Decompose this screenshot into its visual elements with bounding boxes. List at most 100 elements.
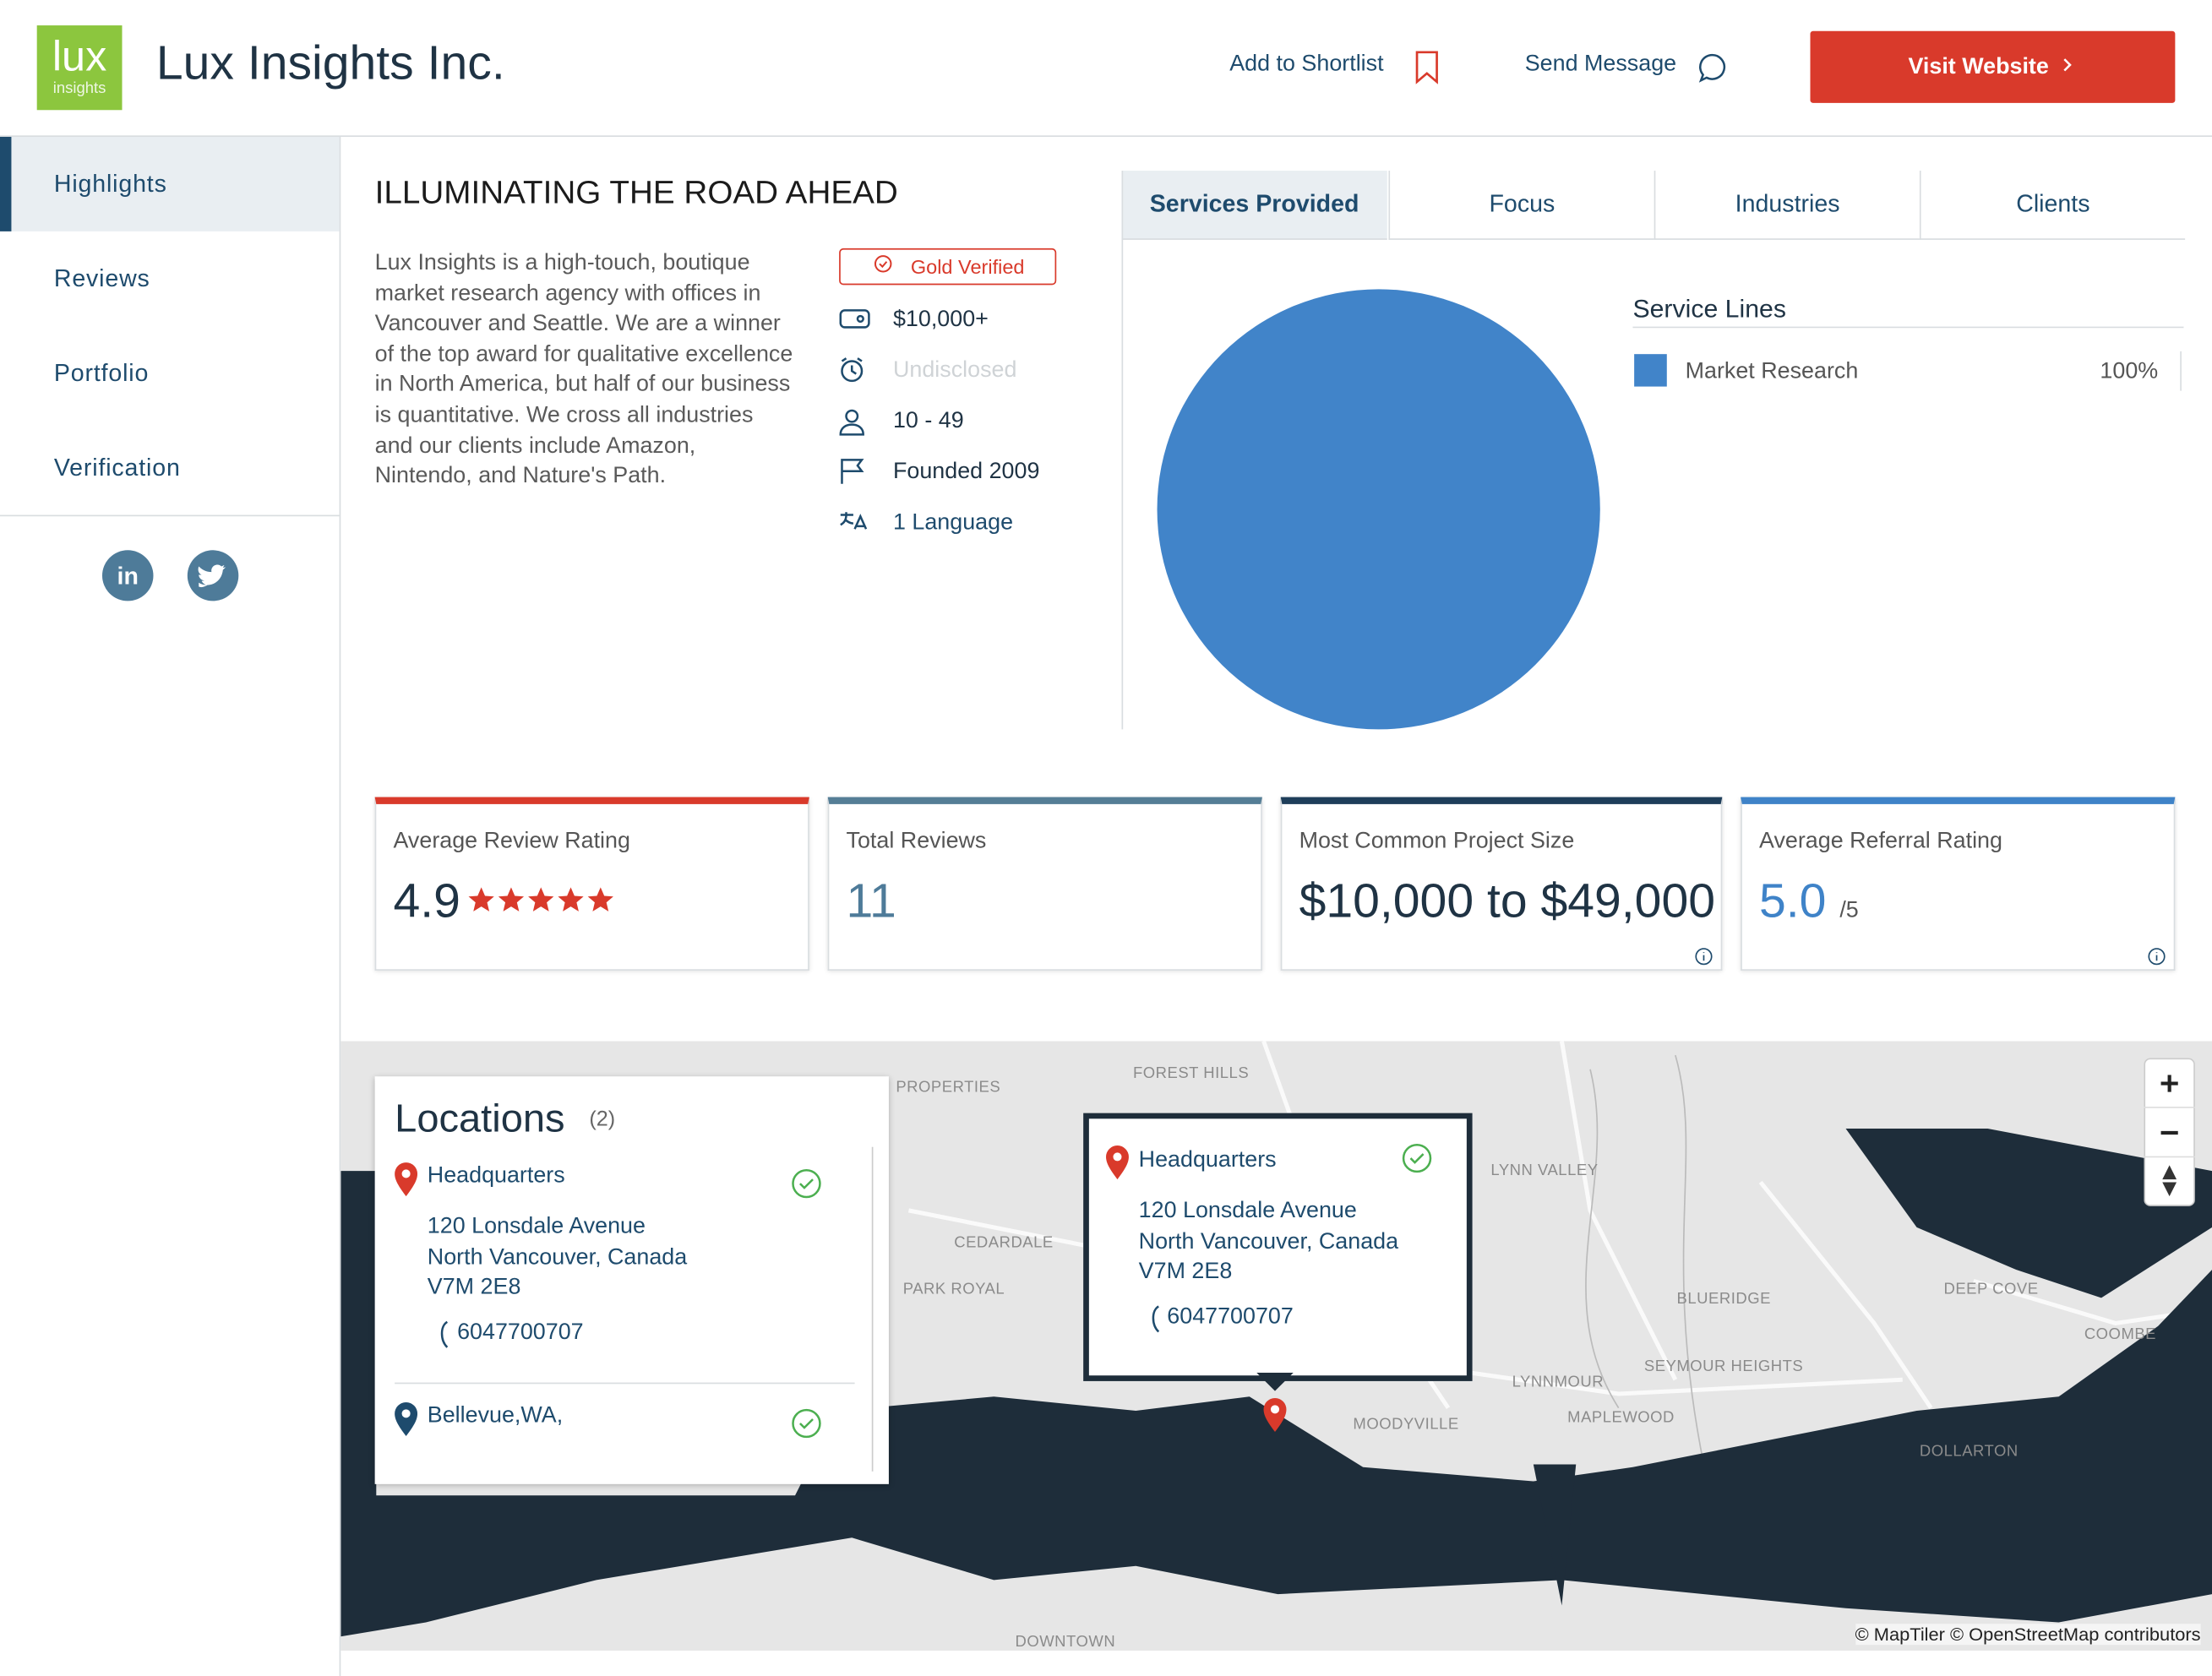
map-label: MAPLEWOOD — [1567, 1409, 1675, 1427]
map-terrain — [341, 1041, 2212, 1637]
referral-suffix: /5 — [1839, 898, 1859, 923]
stat-label: Average Referral Rating — [1759, 829, 2002, 854]
legend-title: Service Lines — [1632, 296, 1785, 324]
logo-sub: insights — [52, 80, 106, 98]
stat-card: Average Review Rating 4.9 — [374, 797, 809, 971]
phone-icon — [1152, 1305, 1160, 1333]
divider — [0, 514, 340, 517]
panel-border — [1121, 171, 1124, 730]
company-name: Lux Insights Inc. — [155, 36, 505, 90]
logo[interactable]: lux insights — [36, 25, 123, 111]
popup-name: Headquarters — [1138, 1148, 1277, 1173]
legend-swatch — [1634, 354, 1667, 387]
pin-icon — [395, 1162, 418, 1197]
location-address: 120 Lonsdale Avenue North Vancouver, Cana… — [428, 1212, 687, 1303]
stat-card: Total Reviews 11 — [827, 797, 1262, 971]
info-icon[interactable] — [2147, 947, 2167, 966]
address-line: North Vancouver, Canada — [427, 1244, 688, 1270]
nav-item[interactable]: Highlights — [0, 136, 340, 231]
map-label: LYNNMOUR — [1512, 1374, 1605, 1391]
legend-label: Market Research — [1686, 358, 1859, 384]
social-icons[interactable]: in — [100, 549, 244, 606]
map-label: SEYMOUR HEIGHTS — [1643, 1358, 1804, 1376]
fact-size: 10 - 49 — [892, 409, 964, 433]
fact-budget: $10,000+ — [892, 307, 989, 332]
stat-value: 5.0 /5 — [1759, 874, 1859, 929]
stat-card: Most Common Project Size $10,000 to $49,… — [1280, 797, 1723, 971]
stat-value: $10,000 to $49,000 — [1299, 874, 1716, 928]
logo-text: lux — [52, 34, 107, 81]
phone-icon — [440, 1320, 449, 1348]
visit-website-button[interactable]: Visit Website — [1810, 30, 2176, 103]
tagline: ILLUMINATING THE ROAD AHEAD — [374, 173, 898, 210]
check-icon — [792, 1408, 821, 1439]
zoom-controls[interactable] — [2144, 1058, 2195, 1208]
message-icon — [1698, 53, 1726, 83]
nav-item[interactable]: Verification — [53, 454, 181, 482]
pin-icon — [1106, 1145, 1129, 1180]
location-name[interactable]: Bellevue,WA, — [427, 1403, 564, 1428]
fact-icons — [839, 309, 870, 530]
service-chart: Market Research 100% Service Lines — [1157, 289, 2184, 730]
pin-icon — [395, 1401, 418, 1437]
stat-card: Average Referral Rating 5.0 /5 — [1741, 797, 2176, 971]
fact-rate: Undisclosed — [892, 358, 1017, 383]
address-line: North Vancouver, Canada — [1138, 1229, 1399, 1254]
locations-title: Locations — [395, 1096, 565, 1140]
map-label: PARK ROYAL — [902, 1281, 1005, 1298]
map-label: COOMBE — [2084, 1325, 2157, 1343]
legend-value: 100% — [2100, 358, 2158, 384]
map-popup: Headquarters 120 Lonsdale Avenue North Va… — [1083, 1113, 1473, 1381]
message-button[interactable]: Send Message — [1524, 52, 1677, 77]
map-label: BLUERIDGE — [1676, 1291, 1771, 1309]
locations-count: (2) — [589, 1107, 616, 1132]
header: lux insights Lux Insights Inc. Add to Sho… — [0, 0, 2212, 137]
tab[interactable]: Industries — [1654, 171, 1920, 240]
map-pin[interactable] — [1261, 1396, 1289, 1433]
map-label: DEEP COVE — [1943, 1281, 2039, 1298]
address-line: 120 Lonsdale Avenue — [1138, 1199, 1357, 1223]
chevron-icon — [2063, 58, 2072, 72]
location-name[interactable]: Headquarters — [427, 1163, 565, 1189]
map-label: MOODYVILLE — [1353, 1416, 1459, 1434]
map-label: FOREST HILLS — [1132, 1064, 1250, 1082]
pie-slice — [1157, 289, 1600, 730]
fact-language[interactable]: 1 Language — [892, 510, 1014, 535]
tab[interactable]: Focus — [1388, 171, 1654, 240]
description: Lux Insights is a high-touch, boutique m… — [374, 251, 793, 489]
stat-value: 4.9 — [393, 874, 460, 928]
tab[interactable]: Services Provided — [1121, 171, 1387, 240]
scrollbar — [871, 1146, 874, 1472]
tab[interactable]: Clients — [1919, 171, 2186, 240]
stars — [468, 887, 613, 911]
visit-label: Visit Website — [1908, 55, 2049, 79]
shortlist-button[interactable]: Add to Shortlist — [1229, 52, 1384, 77]
bookmark-icon — [1415, 51, 1438, 84]
location-phone[interactable]: 6047700707 — [457, 1320, 584, 1345]
map-label: LYNN VALLEY — [1490, 1162, 1599, 1180]
stat-label: Average Review Rating — [393, 829, 630, 854]
address-line: V7M 2E8 — [1138, 1260, 1233, 1285]
check-icon — [1402, 1143, 1432, 1173]
stat-value[interactable]: 11 — [846, 874, 896, 928]
popup-phone: 6047700707 — [1167, 1304, 1294, 1330]
fact-founded: Founded 2009 — [892, 460, 1040, 484]
locations-card: Locations (2) Headquarters 120 Lonsdale … — [374, 1076, 889, 1484]
address-line: V7M 2E8 — [427, 1275, 521, 1300]
nav-item[interactable]: Portfolio — [53, 359, 150, 387]
popup-address: 120 Lonsdale Avenue North Vancouver, Cana… — [1139, 1196, 1398, 1287]
badge-label: Gold Verified — [910, 255, 1025, 278]
svg-text:in: in — [117, 563, 139, 590]
nav-item[interactable]: Reviews — [53, 264, 150, 292]
map-label: DOWNTOWN — [1015, 1633, 1116, 1651]
stat-label: Total Reviews — [846, 829, 987, 854]
map-attribution: © MapTiler © OpenStreetMap contributors — [1855, 1624, 2201, 1646]
map-label: DOLLARTON — [1919, 1443, 2019, 1461]
check-icon — [874, 255, 893, 273]
map-label: CEDARDALE — [954, 1234, 1054, 1252]
info-icon[interactable] — [1694, 947, 1714, 966]
referral-value: 5.0 — [1759, 874, 1827, 928]
stat-label: Most Common Project Size — [1299, 829, 1575, 854]
